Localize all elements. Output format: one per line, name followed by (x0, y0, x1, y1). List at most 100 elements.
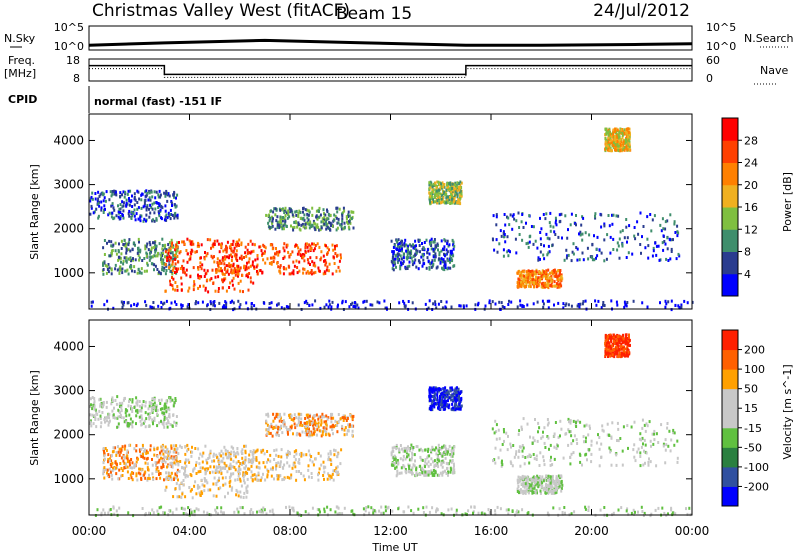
range-cell (414, 258, 417, 262)
range-cell (121, 271, 124, 275)
range-cell (125, 204, 128, 208)
range-cell (310, 472, 313, 475)
range-cell (603, 259, 606, 263)
range-cell (184, 461, 187, 465)
range-cell (611, 222, 614, 226)
range-cell (130, 422, 133, 426)
range-cell (110, 267, 113, 271)
range-cell (441, 445, 443, 449)
range-cell (606, 233, 609, 237)
range-cell (172, 413, 175, 417)
range-cell (164, 477, 167, 481)
range-cell (308, 421, 311, 425)
range-cell (116, 425, 119, 429)
range-cell (136, 302, 139, 306)
range-cell (128, 197, 130, 200)
range-cell (265, 419, 268, 423)
range-cell (332, 255, 335, 259)
range-cell (408, 260, 411, 264)
range-cell (590, 443, 593, 447)
range-cell (162, 452, 165, 456)
range-cell (269, 306, 272, 310)
nsearch-label: N.Search (744, 32, 794, 45)
range-cell (120, 300, 123, 304)
range-cell (437, 248, 439, 252)
range-cell (499, 448, 502, 452)
range-cell (548, 250, 551, 254)
range-cell (515, 219, 518, 223)
range-cell (543, 257, 546, 261)
range-cell (529, 273, 532, 277)
range-cell (331, 300, 334, 304)
range-cell (152, 301, 155, 304)
range-cell (277, 253, 280, 257)
range-cell (438, 399, 441, 403)
range-cell (167, 421, 170, 425)
range-cell (233, 267, 236, 271)
range-cell (540, 274, 543, 278)
range-cell (323, 222, 326, 226)
range-cell (661, 241, 664, 245)
range-cell (229, 455, 232, 458)
range-cell (174, 456, 177, 460)
range-cell (428, 261, 431, 265)
range-cell (141, 259, 144, 262)
range-cell (458, 405, 461, 409)
range-cell (251, 478, 254, 482)
range-cell (611, 421, 614, 425)
range-cell (219, 465, 222, 469)
range-cell (347, 210, 350, 214)
range-cell (283, 255, 286, 259)
range-cell (459, 304, 462, 308)
range-cell (296, 244, 299, 248)
range-cell (126, 470, 129, 474)
range-cell (398, 447, 401, 451)
range-cell (171, 241, 174, 245)
range-cell (434, 396, 436, 400)
range-cell (153, 418, 156, 422)
range-cell (477, 303, 479, 307)
range-cell (588, 233, 591, 237)
range-cell (115, 214, 118, 218)
range-cell (554, 233, 557, 236)
range-cell (160, 306, 163, 309)
range-cell (230, 259, 233, 262)
range-cell (307, 449, 310, 453)
range-cell (396, 459, 399, 462)
range-cell (176, 288, 179, 292)
range-cell (142, 452, 144, 456)
range-cell (230, 488, 233, 492)
range-cell (440, 257, 443, 261)
range-cell (151, 202, 154, 206)
range-cell (129, 200, 132, 204)
range-cell (156, 412, 158, 416)
range-cell (173, 461, 176, 465)
range-cell (128, 214, 131, 218)
range-cell (163, 417, 166, 421)
range-cell (430, 197, 433, 201)
range-cell (451, 238, 454, 242)
range-cell (432, 395, 435, 398)
range-cell (153, 246, 156, 249)
range-cell (161, 445, 164, 449)
range-cell (590, 255, 593, 259)
range-cell (253, 267, 256, 270)
range-cell (605, 257, 608, 261)
range-cell (122, 243, 125, 246)
range-cell (140, 271, 143, 275)
range-cell (437, 401, 440, 405)
range-cell (281, 227, 284, 231)
range-cell (399, 248, 401, 252)
range-cell (252, 281, 255, 285)
range-cell (549, 276, 552, 280)
range-cell (625, 143, 628, 147)
range-cell (639, 243, 642, 246)
range-cell (253, 473, 256, 477)
range-cell (172, 287, 174, 291)
range-cell (332, 432, 334, 436)
range-cell (441, 266, 443, 270)
range-cell (286, 461, 289, 465)
range-cell (94, 192, 97, 195)
range-cell (627, 127, 630, 131)
range-cell (337, 221, 340, 225)
